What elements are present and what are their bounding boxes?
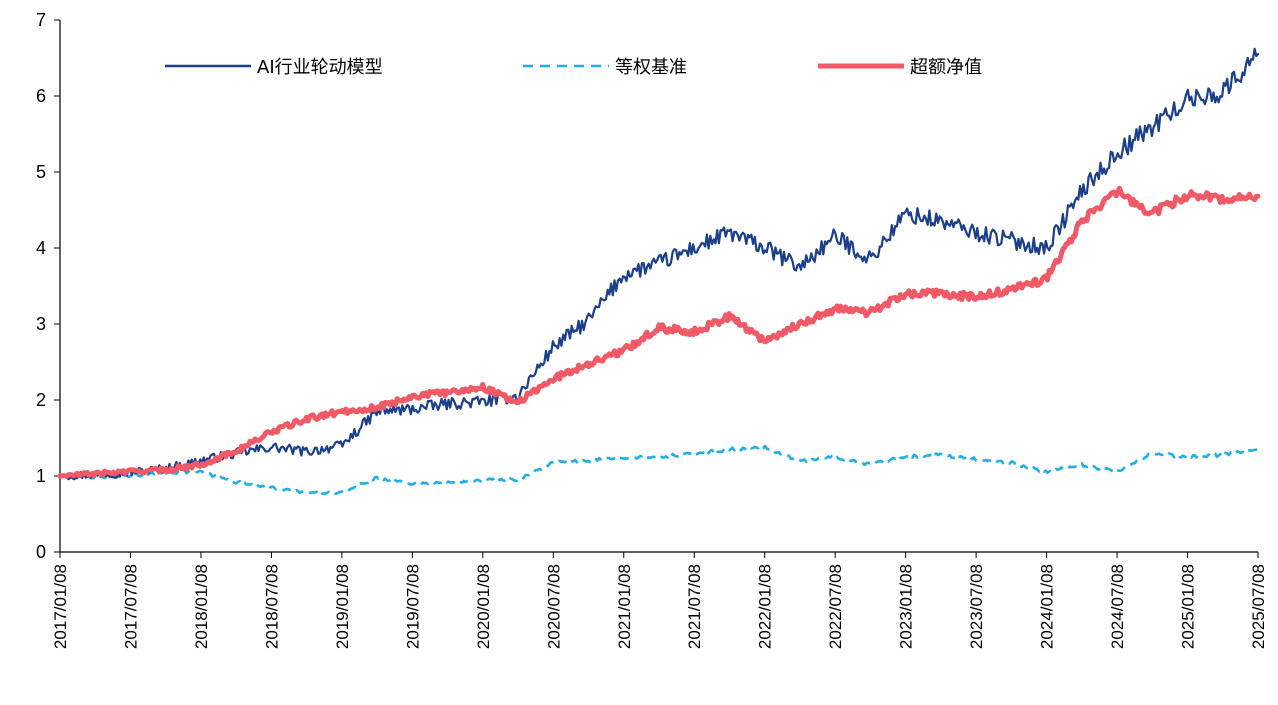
x-tick-label: 2024/07/08	[1108, 564, 1127, 649]
legend-label-1: AI行业轮动模型	[257, 57, 383, 78]
series-line-3	[57, 185, 1261, 479]
legend: AI行业轮动模型 等权基准 超额净值	[165, 57, 982, 78]
legend-label-2: 等权基准	[615, 57, 687, 78]
axes: 0 1 2 3 4 5 6 7 2017/01/08 2017/07/08 2018/01/08 20…	[36, 10, 1268, 649]
x-tick-label: 2023/07/08	[967, 564, 986, 649]
x-tick-label: 2019/07/08	[403, 564, 422, 649]
x-tick-label: 2019/01/08	[333, 564, 352, 649]
x-tick-label: 2021/01/08	[615, 564, 634, 649]
series-lines	[57, 47, 1261, 496]
y-tick-label: 0	[36, 542, 46, 562]
y-tick-label: 6	[36, 86, 46, 106]
x-tick-label: 2018/07/08	[262, 564, 281, 649]
y-tick-label: 3	[36, 314, 46, 334]
x-tick-label: 2020/01/08	[474, 564, 493, 649]
series-line-2	[59, 444, 1259, 496]
legend-label-3: 超额净值	[910, 57, 982, 78]
x-tick-label: 2024/01/08	[1038, 564, 1057, 649]
x-tick-label: 2022/07/08	[826, 564, 845, 649]
x-tick-label: 2021/07/08	[685, 564, 704, 649]
x-tick-label: 2023/01/08	[897, 564, 916, 649]
series-line-1	[58, 47, 1260, 481]
x-tick-label: 2025/01/08	[1179, 564, 1198, 649]
y-tick-label: 5	[36, 162, 46, 182]
x-tick-label: 2018/01/08	[192, 564, 211, 649]
y-tick-label: 1	[36, 466, 46, 486]
y-tick-label: 4	[36, 238, 46, 258]
x-tick-label: 2025/07/08	[1249, 564, 1268, 649]
y-tick-label: 7	[36, 10, 46, 30]
x-tick-label: 2022/01/08	[756, 564, 775, 649]
x-tick-label: 2020/07/08	[544, 564, 563, 649]
y-tick-label: 2	[36, 390, 46, 410]
x-tick-label: 2017/07/08	[121, 564, 140, 649]
x-tick-label: 2017/01/08	[51, 564, 70, 649]
